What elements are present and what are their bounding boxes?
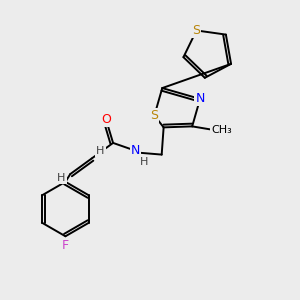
Text: H: H: [96, 146, 105, 156]
Text: F: F: [62, 238, 69, 251]
Text: N: N: [195, 92, 205, 105]
Text: N: N: [131, 144, 140, 157]
Text: H: H: [57, 173, 66, 183]
Text: CH₃: CH₃: [211, 125, 232, 135]
Text: S: S: [150, 109, 158, 122]
Text: O: O: [101, 113, 111, 126]
Text: H: H: [140, 158, 148, 167]
Text: S: S: [193, 24, 200, 37]
